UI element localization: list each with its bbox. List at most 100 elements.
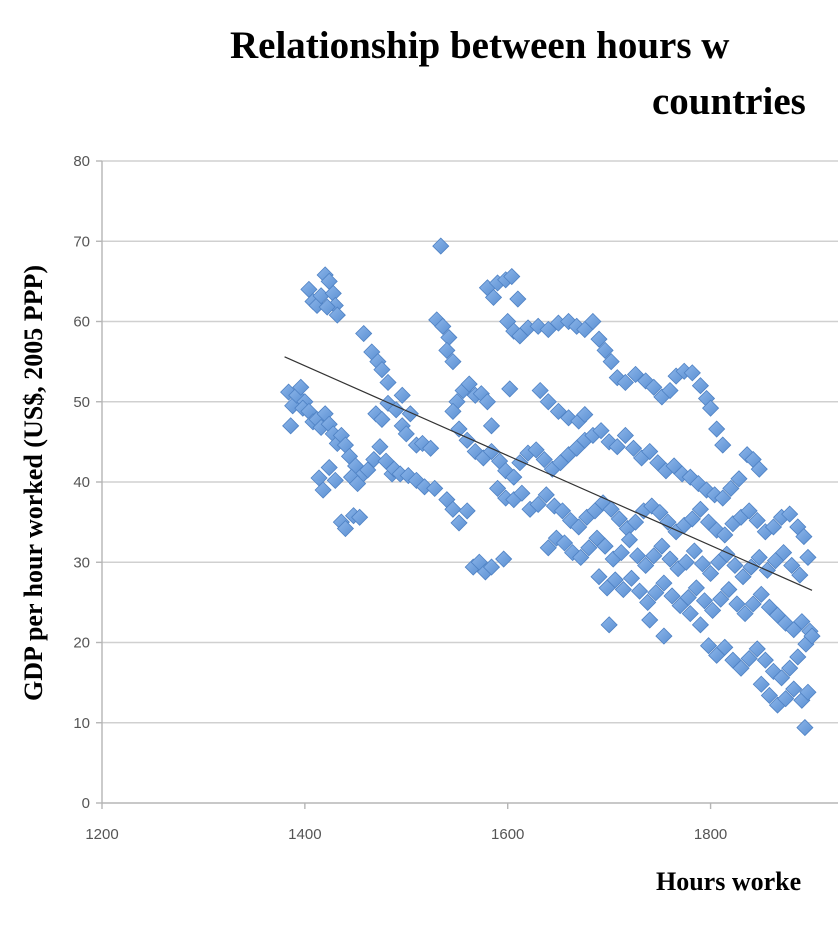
data-point-230 [702, 564, 720, 583]
data-point-262 [744, 595, 762, 613]
data-point-271 [641, 611, 659, 629]
y-tick-label-0: 0 [82, 795, 90, 812]
data-point-179 [553, 502, 572, 520]
trendline-group [284, 356, 813, 591]
y-tick-labels: 0 10 20 30 40 50 60 70 80 [73, 153, 90, 812]
data-point-185 [602, 500, 620, 518]
data-point-282 [756, 651, 774, 669]
data-point-209 [795, 528, 813, 546]
data-point-170 [750, 460, 768, 478]
data-point-217 [596, 537, 614, 555]
data-point-229 [693, 555, 712, 573]
data-point-112 [616, 373, 634, 392]
data-point-85 [458, 502, 476, 520]
data-point-80 [444, 402, 462, 420]
data-point-205 [764, 518, 783, 536]
data-point-268 [793, 613, 811, 631]
data-point-293 [785, 680, 803, 698]
x-tick-label-1400: 1400 [288, 826, 321, 843]
data-point-127 [531, 381, 549, 400]
data-point-126 [501, 380, 519, 398]
data-point-150 [592, 422, 610, 440]
y-tick-label-10: 10 [73, 715, 90, 732]
data-point-3 [292, 378, 310, 396]
data-point-71 [444, 353, 462, 371]
data-point-280 [740, 649, 758, 668]
data-point-243 [590, 568, 608, 586]
data-point-224 [653, 537, 671, 555]
data-point-51 [373, 410, 391, 428]
data-point-290 [760, 686, 778, 705]
data-point-39 [328, 306, 346, 324]
data-points [280, 237, 821, 737]
data-point-83 [444, 500, 462, 518]
data-point-222 [637, 556, 655, 575]
data-point-261 [736, 605, 754, 623]
data-point-165 [714, 489, 732, 507]
data-point-49 [379, 373, 397, 392]
data-point-117 [661, 381, 679, 400]
data-point-188 [626, 513, 645, 531]
data-point-279 [732, 659, 750, 677]
data-point-128 [539, 393, 557, 411]
data-point-240 [783, 556, 801, 575]
data-point-78 [478, 393, 496, 411]
data-point-249 [639, 593, 657, 611]
data-point-227 [677, 553, 695, 571]
data-point-225 [661, 550, 679, 568]
data-point-89 [482, 558, 501, 576]
data-point-286 [789, 648, 807, 666]
data-point-142 [527, 441, 545, 459]
y-tick-label-40: 40 [73, 474, 90, 491]
data-point-177 [537, 486, 555, 504]
data-point-275 [699, 637, 718, 655]
data-point-55 [397, 425, 415, 443]
data-point-246 [614, 580, 632, 599]
data-point-42 [336, 519, 354, 538]
data-point-121 [691, 377, 710, 395]
data-point-92 [484, 288, 503, 306]
data-point-57 [401, 405, 419, 423]
data-point-136 [482, 442, 501, 461]
data-point-272 [655, 627, 673, 645]
data-point-186 [610, 510, 628, 528]
data-point-251 [655, 574, 673, 592]
data-point-254 [679, 588, 697, 607]
x-tick-label-1600: 1600 [491, 826, 524, 843]
data-point-167 [730, 470, 748, 488]
chart-title-line-1: Relationship between hours w [230, 24, 730, 67]
data-point-242 [799, 548, 817, 567]
data-point-160 [673, 465, 691, 483]
data-point-109 [596, 341, 614, 359]
data-point-223 [645, 547, 663, 565]
data-point-203 [748, 511, 766, 530]
x-tick-label-1800: 1800 [694, 826, 727, 843]
data-point-181 [570, 518, 588, 536]
data-point-5 [282, 417, 300, 435]
data-point-40 [318, 298, 336, 316]
y-tick-label-60: 60 [73, 314, 90, 331]
data-point-273 [681, 605, 699, 623]
data-point-235 [742, 558, 760, 576]
data-point-75 [460, 375, 478, 393]
data-point-56 [393, 386, 411, 404]
data-point-176 [529, 495, 547, 514]
data-point-156 [641, 442, 659, 461]
data-point-248 [631, 582, 649, 600]
data-point-245 [606, 571, 624, 589]
data-point-96 [509, 290, 527, 308]
y-tick-label-20: 20 [73, 635, 90, 652]
data-point-277 [716, 638, 734, 656]
data-point-124 [708, 420, 726, 438]
data-point-233 [726, 556, 744, 575]
trendline [284, 356, 813, 591]
data-point-192 [659, 513, 677, 531]
data-point-66 [426, 479, 444, 497]
data-point-174 [513, 484, 531, 502]
data-point-191 [651, 503, 669, 522]
data-point-107 [584, 312, 602, 331]
data-point-53 [387, 401, 405, 419]
y-tick-label-70: 70 [73, 233, 90, 250]
data-point-296 [796, 718, 814, 737]
data-point-210 [539, 539, 557, 557]
